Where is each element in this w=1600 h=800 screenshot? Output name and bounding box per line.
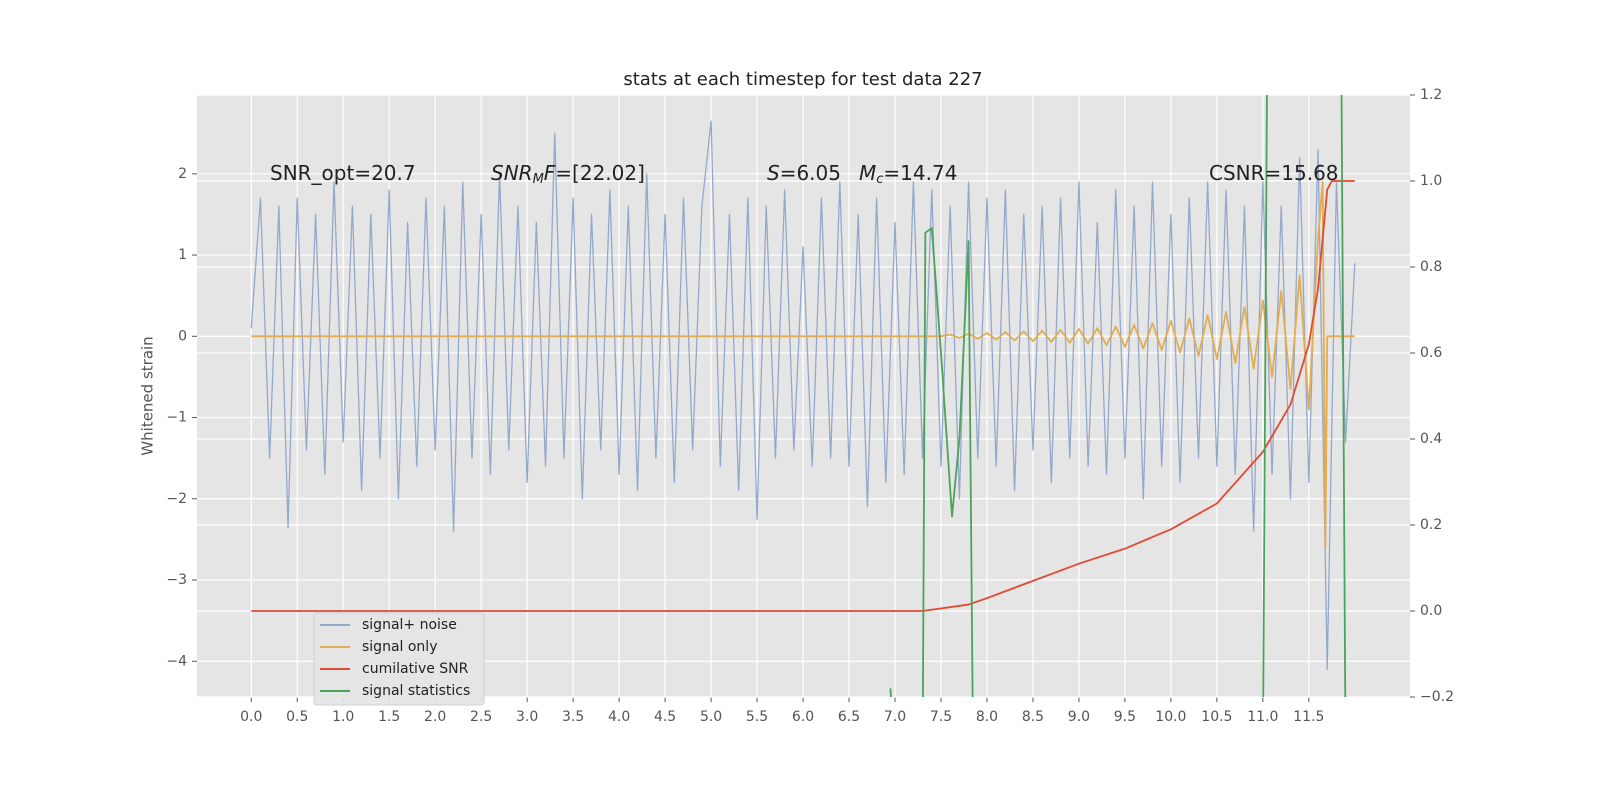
x-tick-label: 1.0 <box>332 709 354 725</box>
y2-tick-label: −0.2 <box>1420 689 1454 705</box>
y-tick-label: −1 <box>166 410 187 426</box>
x-tick-label: 11.0 <box>1247 709 1278 725</box>
y2-tick-label: 0.6 <box>1420 345 1442 361</box>
annotation-part: =6.05 <box>780 161 841 185</box>
chart-title: stats at each timestep for test data 227 <box>623 69 982 90</box>
y2-tick-label: 1.2 <box>1420 87 1442 103</box>
annotation-part: SNR_opt=20.7 <box>270 161 416 185</box>
y-tick-label: 0 <box>178 328 187 344</box>
x-tick-label: 8.0 <box>976 709 998 725</box>
x-tick-label: 7.5 <box>930 709 952 725</box>
series-line <box>251 181 1355 549</box>
y2-tick-label: 0.2 <box>1420 517 1442 533</box>
annotation-part: =[22.02] <box>555 161 645 185</box>
x-tick-label: 5.5 <box>746 709 768 725</box>
y2-tick-label: 0.8 <box>1420 259 1442 275</box>
x-tick-label: 9.0 <box>1068 709 1090 725</box>
x-tick-label: 10.0 <box>1155 709 1186 725</box>
x-tick-label: 6.0 <box>792 709 814 725</box>
x-tick-label: 8.5 <box>1022 709 1044 725</box>
x-tick-label: 1.5 <box>378 709 400 725</box>
x-tick-label: 6.5 <box>838 709 860 725</box>
annotation-part: M <box>859 161 876 185</box>
x-tick-label: 7.0 <box>884 709 906 725</box>
series-line <box>889 95 1347 697</box>
annotation: SNR_opt=20.7 <box>270 161 416 185</box>
x-tick-label: 10.5 <box>1201 709 1232 725</box>
annotation: CSNR=15.68 <box>1209 161 1339 185</box>
y-tick-label: 2 <box>178 166 187 182</box>
x-tick-label: 0.5 <box>286 709 308 725</box>
y-tick-label: −4 <box>166 653 187 669</box>
annotation-part: CSNR=15.68 <box>1209 161 1339 185</box>
legend-label: signal+ noise <box>362 617 457 633</box>
x-tick-label: 4.0 <box>608 709 630 725</box>
legend-label: cumilative SNR <box>362 661 469 677</box>
x-tick-label: 0.0 <box>240 709 262 725</box>
x-tick-label: 2.5 <box>470 709 492 725</box>
series-line <box>251 180 1355 612</box>
annotation-part: F <box>544 161 556 185</box>
annotation: S=6.05 <box>767 161 841 185</box>
x-tick-label: 3.0 <box>516 709 538 725</box>
y2-tick-label: 1.0 <box>1420 173 1442 189</box>
x-tick-label: 3.5 <box>562 709 584 725</box>
y2-tick-label: 0.0 <box>1420 603 1442 619</box>
x-tick-label: 9.5 <box>1114 709 1136 725</box>
annotation: SNRMF=[22.02] <box>491 161 645 187</box>
annotation-part: M <box>533 172 544 187</box>
legend-label: signal only <box>362 639 437 655</box>
legend-box <box>313 612 485 706</box>
y-tick-label: 1 <box>178 247 187 263</box>
x-tick-label: 11.5 <box>1293 709 1324 725</box>
x-tick-label: 2.0 <box>424 709 446 725</box>
x-tick-label: 4.5 <box>654 709 676 725</box>
y2-tick-label: 0.4 <box>1420 431 1442 447</box>
plot-lines <box>250 95 1356 697</box>
annotation-part: =14.74 <box>883 161 957 185</box>
annotation-part: SNR <box>491 161 533 185</box>
y-tick-label: −2 <box>166 491 187 507</box>
legend-label: signal statistics <box>362 683 470 699</box>
series-line <box>250 120 1356 671</box>
annotation-part: c <box>876 172 883 187</box>
x-tick-label: 5.0 <box>700 709 722 725</box>
annotation: Mc=14.74 <box>859 161 957 187</box>
y-axis-label: Whitened strain <box>139 336 157 455</box>
y-tick-label: −3 <box>166 572 187 588</box>
annotation-part: S <box>767 161 780 185</box>
